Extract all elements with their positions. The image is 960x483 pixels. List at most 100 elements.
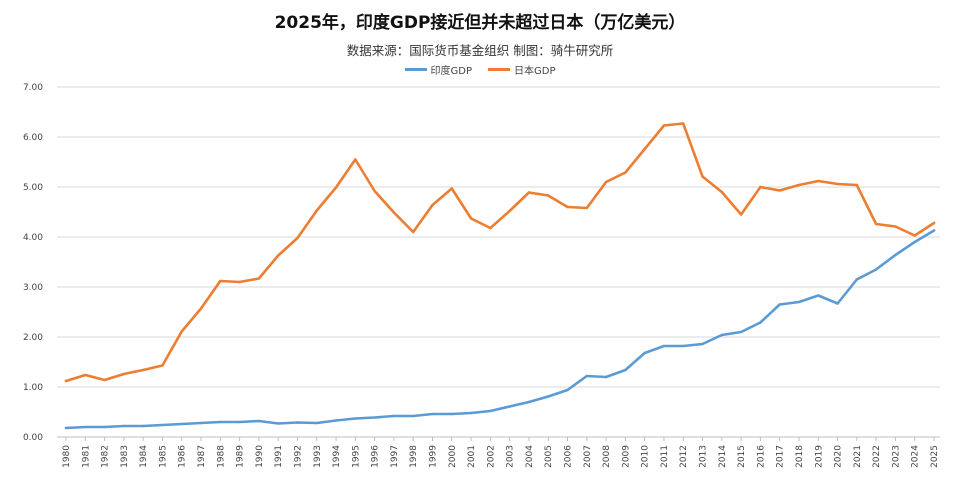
x-tick-label: 2007 (583, 445, 593, 468)
data-point-0 (585, 374, 588, 378)
data-point-1 (662, 124, 666, 127)
y-tick-label: 4.00 (23, 233, 43, 243)
x-tick-label: 1995 (351, 445, 361, 468)
legend-label-japan: 日本GDP (514, 66, 556, 77)
data-point-0 (489, 409, 492, 413)
x-tick-label: 2020 (834, 445, 844, 468)
x-tick-label: 2021 (853, 445, 863, 468)
data-point-1 (894, 225, 897, 228)
legend-item-japan: 日本GDP (488, 62, 555, 77)
y-tick-label: 0.00 (23, 433, 43, 443)
chart-subtitle: 数据来源：国际货币基金组织 制图：骑牛研究所 (346, 43, 614, 58)
data-point-0 (296, 421, 299, 424)
data-point-0 (527, 400, 531, 404)
data-point-1 (874, 222, 878, 226)
legend-swatch-japan (488, 68, 510, 71)
data-point-1 (701, 175, 704, 178)
data-point-0 (817, 294, 820, 297)
data-point-0 (547, 395, 550, 398)
data-point-0 (604, 375, 608, 379)
data-point-0 (682, 344, 685, 348)
data-point-1 (489, 226, 492, 230)
x-tick-label: 2013 (699, 445, 709, 468)
data-point-1 (797, 183, 801, 187)
data-point-0 (874, 268, 878, 271)
data-point-0 (122, 424, 126, 428)
y-tick-label: 3.00 (23, 283, 43, 293)
y-tick-label: 7.00 (23, 83, 43, 93)
data-point-1 (64, 379, 68, 383)
x-tick-label: 1987 (197, 445, 207, 468)
x-tick-label: 1998 (409, 445, 419, 468)
data-point-0 (662, 344, 666, 348)
x-tick-label: 2008 (602, 445, 612, 468)
data-point-0 (354, 417, 357, 420)
x-tick-label: 1997 (390, 445, 400, 468)
data-point-0 (276, 422, 280, 425)
data-point-0 (180, 422, 183, 426)
data-point-1 (238, 280, 241, 284)
data-point-0 (720, 333, 724, 337)
data-point-0 (469, 411, 473, 415)
data-point-1 (84, 373, 87, 377)
data-point-0 (334, 419, 338, 422)
data-point-0 (373, 416, 376, 419)
data-point-1 (527, 191, 531, 194)
data-point-1 (624, 171, 627, 174)
data-point-0 (624, 368, 627, 372)
data-point-1 (604, 180, 608, 184)
data-point-1 (199, 307, 203, 310)
data-point-0 (141, 424, 145, 428)
x-tick-label: 1984 (139, 445, 149, 468)
x-tick-label: 1981 (81, 445, 91, 468)
legend-item-india: 印度GDP (404, 62, 472, 77)
data-point-1 (817, 179, 820, 183)
data-point-1 (161, 364, 164, 367)
x-tick-label: 1994 (332, 445, 342, 468)
data-point-1 (469, 217, 473, 220)
data-point-1 (739, 213, 743, 216)
data-point-0 (161, 423, 164, 427)
x-tick-label: 1982 (101, 445, 111, 468)
x-tick-label: 2017 (776, 445, 786, 468)
x-tick-label: 1992 (293, 445, 303, 468)
data-point-1 (932, 221, 936, 225)
data-point-0 (450, 412, 453, 416)
data-point-0 (103, 425, 106, 429)
data-point-0 (836, 302, 839, 305)
data-point-1 (913, 234, 916, 237)
data-point-1 (431, 203, 434, 207)
legend: 印度GDP 日本GDP (0, 62, 960, 77)
data-point-0 (797, 300, 801, 304)
data-point-1 (257, 277, 261, 280)
data-point-0 (64, 426, 68, 430)
data-point-0 (739, 330, 743, 334)
legend-swatch-india (404, 68, 427, 71)
data-point-1 (412, 230, 415, 234)
data-point-0 (199, 421, 203, 425)
data-point-0 (257, 419, 261, 423)
x-tick-label: 2015 (737, 445, 747, 468)
chart-title: 2025年，印度GDP接近但并未超过日本（万亿美元） (274, 13, 686, 33)
data-point-1 (334, 186, 338, 189)
data-point-1 (547, 194, 550, 197)
legend-label-india: 印度GDP (430, 66, 472, 77)
data-point-1 (759, 185, 762, 189)
x-tick-label: 2001 (467, 445, 477, 468)
data-point-1 (354, 158, 357, 161)
y-tick-label: 5.00 (23, 183, 43, 193)
x-tick-label: 2003 (506, 445, 516, 468)
y-tick-label: 6.00 (23, 133, 43, 143)
x-tick-label: 2005 (544, 445, 554, 468)
data-point-0 (412, 414, 415, 418)
data-point-0 (759, 321, 762, 324)
x-tick-label: 1988 (216, 445, 226, 468)
data-point-1 (508, 209, 511, 213)
data-point-1 (276, 254, 280, 257)
data-point-1 (778, 189, 781, 192)
x-tick-label: 2019 (814, 445, 824, 468)
x-tick-label: 2022 (872, 445, 882, 468)
x-tick-label: 2025 (930, 445, 940, 468)
x-tick-label: 1999 (428, 445, 438, 468)
data-point-0 (566, 388, 569, 392)
